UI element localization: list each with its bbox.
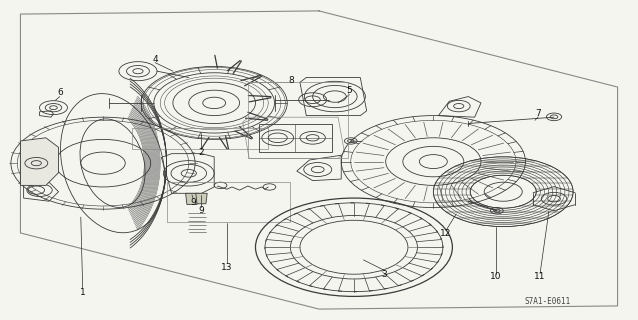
Polygon shape	[186, 193, 198, 204]
Text: 2: 2	[198, 148, 204, 156]
Text: 7: 7	[535, 108, 541, 117]
Text: 4: 4	[152, 55, 158, 64]
Text: 5: 5	[346, 86, 352, 95]
Text: 10: 10	[490, 272, 501, 281]
Text: S7A1-E0611: S7A1-E0611	[524, 297, 571, 306]
Text: 9: 9	[190, 198, 196, 207]
Polygon shape	[20, 138, 59, 185]
Text: 9: 9	[198, 206, 204, 215]
Text: 11: 11	[534, 272, 545, 281]
Text: 12: 12	[440, 229, 452, 238]
Text: 13: 13	[221, 263, 233, 272]
Polygon shape	[196, 193, 207, 204]
Text: 8: 8	[288, 76, 294, 84]
Text: 6: 6	[57, 88, 63, 97]
Text: 1: 1	[80, 288, 85, 297]
Text: 3: 3	[382, 270, 387, 279]
